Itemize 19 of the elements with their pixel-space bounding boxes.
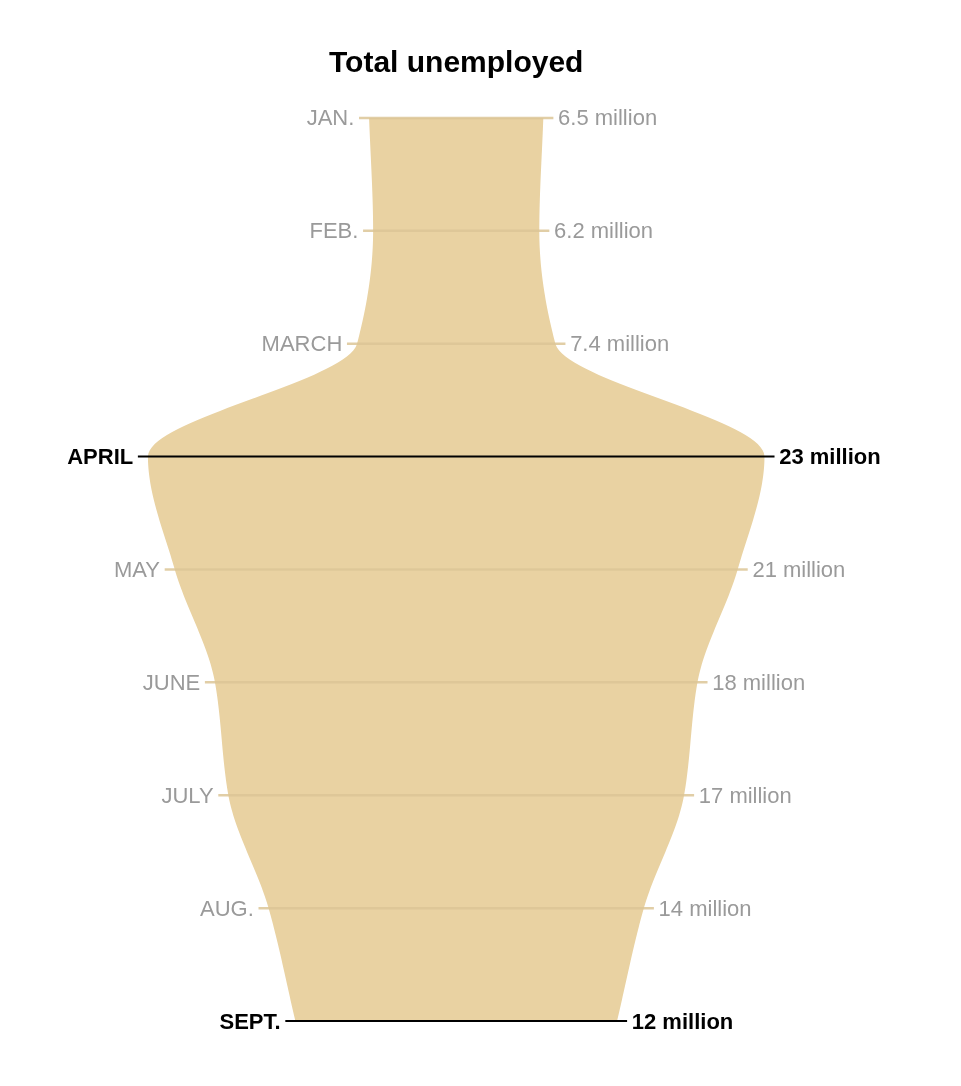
category-label: JUNE	[142, 669, 201, 695]
data-label: 18 million	[712, 669, 806, 695]
data-label: 6.2 million	[554, 218, 654, 244]
category-label: AUG.	[200, 895, 254, 921]
category-label: APRIL	[67, 444, 134, 470]
category-label: MAY	[113, 556, 161, 582]
data-label: 6.5 million	[558, 105, 658, 131]
data-label: 17 million	[698, 782, 792, 808]
data-label: 14 million	[658, 895, 752, 921]
category-label: MARCH	[261, 331, 343, 357]
data-label: 23 million	[779, 444, 881, 470]
data-label: 21 million	[752, 556, 846, 582]
category-label: JAN.	[306, 105, 355, 131]
category-label: FEB.	[309, 218, 359, 244]
category-label: JULY	[161, 782, 214, 808]
data-label: 12 million	[631, 1008, 734, 1034]
text: Total unemployed	[328, 44, 584, 78]
data-label: 7.4 million	[570, 331, 670, 357]
category-label: SEPT.	[219, 1008, 281, 1034]
